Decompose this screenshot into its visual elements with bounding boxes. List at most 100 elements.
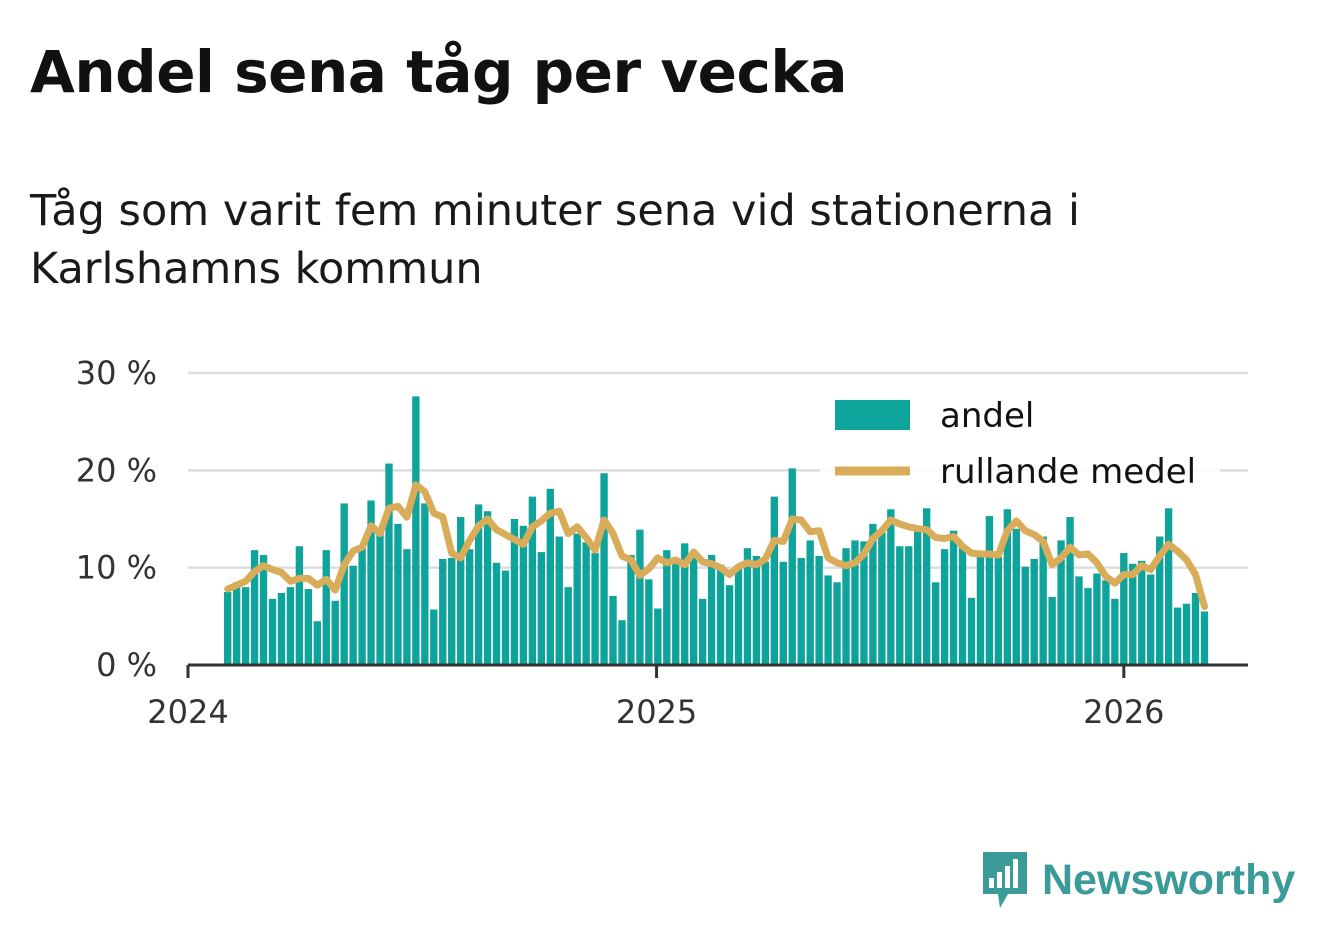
bar-andel [1057, 540, 1065, 665]
bar-andel [537, 552, 546, 665]
bar-andel [421, 503, 429, 665]
bar-andel [1003, 509, 1011, 665]
y-tick-label-20: 20 % [76, 451, 157, 489]
bar-andel [582, 542, 590, 665]
bar-andel [761, 561, 770, 665]
bar-andel [1021, 566, 1029, 665]
y-tick-label-30: 30 % [76, 354, 157, 392]
newsworthy-chart-bubble-icon [983, 852, 1027, 908]
bar-andel [600, 473, 608, 665]
bar-andel [842, 548, 850, 665]
bar-andel [1030, 558, 1038, 665]
bar-andel [1129, 563, 1137, 665]
bar-andel [224, 592, 232, 665]
bar-andel [797, 557, 805, 665]
bar-andel [232, 582, 241, 665]
bar-andel [1075, 576, 1083, 665]
bar-andel [1147, 574, 1155, 665]
bar-andel [887, 509, 895, 665]
bar-andel [1111, 598, 1119, 665]
bar-andel [313, 621, 321, 665]
legend-label-andel: andel [940, 396, 1034, 436]
x-tick-label-2024: 2024 [147, 693, 228, 731]
bar-series-andel [224, 396, 1209, 665]
bar-andel [734, 567, 743, 665]
bar-andel [1191, 592, 1200, 665]
bar-andel [878, 532, 886, 665]
bar-andel [914, 530, 922, 665]
bar-andel [690, 557, 698, 665]
bar-andel [1048, 596, 1056, 665]
bar-andel [528, 496, 537, 665]
bar-andel [1173, 607, 1182, 665]
bar-andel [1120, 553, 1128, 665]
x-tick-label-2026: 2026 [1083, 693, 1164, 731]
bar-andel [1200, 611, 1209, 665]
bar-andel [752, 555, 761, 665]
bar-andel [743, 548, 752, 665]
bar-andel [806, 540, 814, 665]
bar-andel [860, 541, 868, 665]
bar-andel [1012, 528, 1020, 665]
bar-andel [922, 508, 931, 665]
bar-andel [645, 579, 653, 665]
legend-label-rullande-medel: rullande medel [940, 452, 1196, 492]
bar-andel [492, 562, 501, 665]
bar-andel [788, 468, 796, 665]
bar-andel [322, 550, 330, 665]
bar-andel [448, 557, 456, 665]
bar-andel [976, 555, 985, 665]
bar-andel [250, 550, 259, 665]
bar-andel [385, 463, 393, 665]
bar-andel [851, 540, 859, 665]
bar-andel [1084, 588, 1092, 665]
bar-andel [672, 561, 680, 665]
bar-andel [483, 511, 492, 665]
y-tick-label-10: 10 % [76, 549, 157, 587]
chart-legend: andel rullande medel [835, 396, 1196, 492]
x-axis [186, 663, 1248, 678]
bar-andel [340, 503, 348, 665]
bar-andel [627, 555, 635, 665]
bar-andel [394, 523, 402, 665]
bar-andel [295, 546, 304, 665]
chart-title: Andel sena tåg per vecka [30, 38, 848, 106]
bar-andel [591, 553, 599, 665]
bar-andel [770, 496, 779, 665]
bar-andel [465, 549, 474, 665]
bar-andel [698, 598, 707, 665]
bar-andel [896, 546, 904, 665]
bar-andel [833, 582, 841, 665]
bar-andel [1182, 603, 1191, 665]
bar-andel [286, 587, 295, 665]
newsworthy-logo: Newsworthy [980, 849, 1295, 911]
bar-andel [681, 543, 689, 665]
bar-andel [546, 488, 554, 665]
bar-andel [725, 585, 734, 665]
bar-andel [1164, 508, 1173, 665]
bar-andel [1039, 536, 1047, 665]
bar-andel [618, 620, 626, 665]
bar-andel [430, 609, 438, 665]
bar-andel [1138, 560, 1146, 665]
bar-andel [779, 561, 787, 665]
bar-andel [869, 523, 877, 665]
bar-andel [349, 565, 357, 665]
bar-andel [1102, 580, 1110, 665]
bar-andel [367, 500, 375, 665]
newsworthy-wordmark: Newsworthy [1042, 855, 1296, 904]
y-axis-tick-labels: 0 % 10 % 20 % 30 % [76, 354, 157, 684]
bar-andel [636, 529, 644, 665]
bar-andel [654, 608, 662, 665]
bar-andel [519, 525, 528, 665]
chart-subtitle: Tåg som varit fem minuter sena vid stati… [30, 186, 1080, 294]
bar-andel [501, 570, 510, 665]
bar-andel [931, 582, 940, 665]
bar-andel [304, 589, 313, 665]
line-series-rullande-medel [224, 481, 1208, 611]
bar-andel [1066, 517, 1074, 665]
bar-andel [663, 550, 671, 665]
bar-andel [815, 555, 823, 665]
bar-andel [376, 533, 384, 665]
x-axis-tick-labels: 2024 2025 2026 [147, 693, 1164, 731]
